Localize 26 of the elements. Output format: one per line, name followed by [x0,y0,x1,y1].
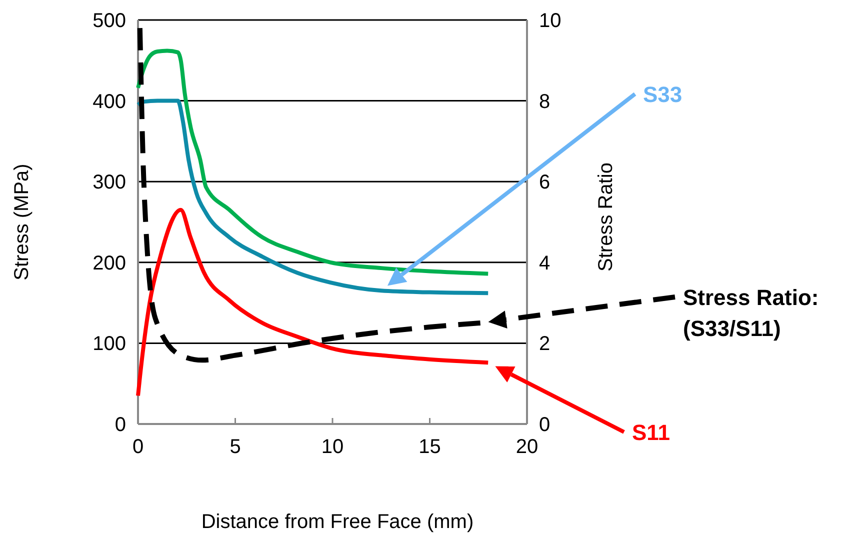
y-tick-label: 300 [92,172,126,194]
x-axis-title: Distance from Free Face (mm) [201,511,474,533]
text: Stress Ratio: (S33/S11) [683,285,819,341]
y-tick-label: 200 [92,252,126,274]
y2-tick-label: 2 [539,333,550,356]
text: S11 [632,420,670,445]
y2-tick-label: 4 [539,252,550,274]
y2-tick-label: 10 [539,10,562,32]
y-tick-label: 100 [92,333,126,356]
text: S33 [643,82,682,107]
x-tick-label: 20 [516,436,538,458]
line-series [136,48,490,276]
y-tick-label: 400 [92,90,126,113]
x-tick-label: 10 [321,436,344,458]
line-series [136,98,490,296]
y-axis-title: Stress (MPa) [11,164,33,280]
y-tick-label: 500 [92,10,126,32]
y2-tick-label: 8 [539,90,550,113]
x-tick-label: 15 [418,436,441,458]
line-series [136,208,490,398]
y2-axis-title: Stress Ratio [595,162,617,272]
y2-tick-label: 0 [539,414,550,436]
x-tick-label: 0 [132,436,144,458]
y-tick-label: 0 [114,414,126,436]
x-tick-label: 5 [230,436,241,458]
y2-tick-label: 6 [539,172,550,194]
